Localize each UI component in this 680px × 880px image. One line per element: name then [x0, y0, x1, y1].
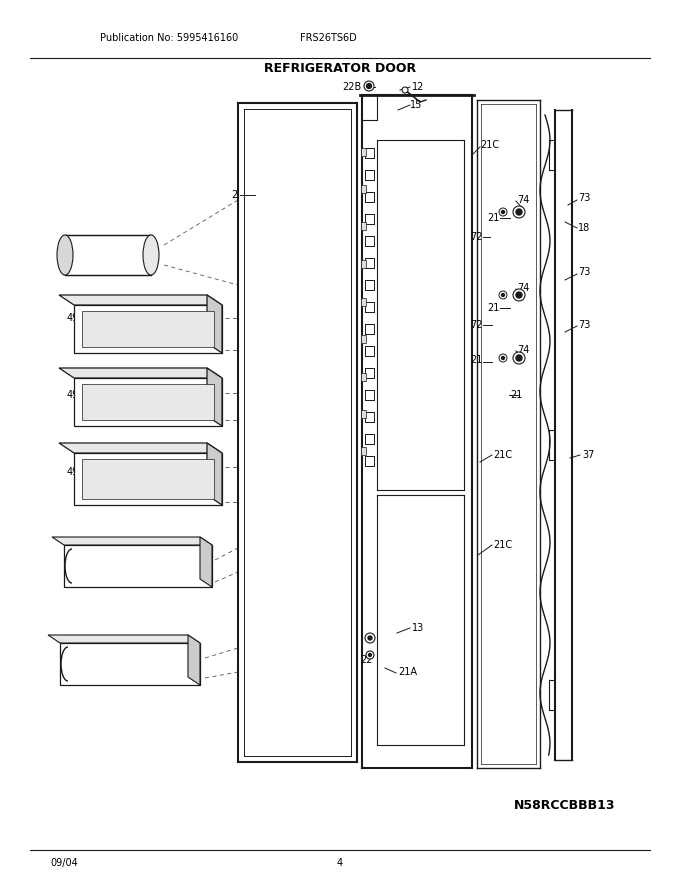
Ellipse shape	[57, 235, 73, 275]
Ellipse shape	[143, 235, 159, 275]
Polygon shape	[200, 537, 212, 587]
Text: 4: 4	[337, 858, 343, 868]
Polygon shape	[59, 295, 222, 305]
Text: 49: 49	[67, 467, 80, 477]
Text: REFRIGERATOR DOOR: REFRIGERATOR DOOR	[264, 62, 416, 75]
FancyBboxPatch shape	[65, 235, 151, 275]
Text: 74: 74	[517, 283, 529, 293]
Text: 73: 73	[578, 267, 590, 277]
Polygon shape	[60, 643, 200, 685]
Circle shape	[516, 292, 522, 298]
Polygon shape	[52, 537, 212, 545]
Text: 72: 72	[471, 232, 483, 242]
Circle shape	[367, 84, 371, 89]
Text: 73: 73	[578, 320, 590, 330]
Text: Publication No: 5995416160: Publication No: 5995416160	[100, 33, 238, 43]
Polygon shape	[207, 368, 222, 426]
Circle shape	[513, 289, 525, 301]
Circle shape	[516, 355, 522, 361]
Circle shape	[499, 354, 507, 362]
Polygon shape	[82, 311, 214, 347]
Bar	[361, 410, 366, 418]
Polygon shape	[207, 295, 222, 353]
Text: 7: 7	[68, 237, 74, 247]
Circle shape	[402, 87, 408, 93]
Text: 21A: 21A	[398, 667, 417, 677]
Bar	[361, 148, 366, 156]
Polygon shape	[48, 635, 200, 643]
Circle shape	[513, 352, 525, 364]
Text: 21: 21	[488, 213, 500, 223]
Bar	[361, 260, 366, 268]
Circle shape	[501, 356, 505, 360]
Text: 21C: 21C	[493, 540, 512, 550]
Circle shape	[366, 651, 374, 659]
Polygon shape	[74, 305, 222, 353]
Text: 72: 72	[471, 320, 483, 330]
Circle shape	[499, 208, 507, 216]
Text: N58RCCBBB13: N58RCCBBB13	[514, 798, 616, 811]
Text: 12: 12	[412, 82, 424, 92]
Circle shape	[516, 209, 522, 215]
Text: 15: 15	[410, 100, 422, 110]
Circle shape	[365, 633, 375, 643]
Bar	[361, 298, 366, 306]
Circle shape	[364, 81, 374, 91]
Polygon shape	[74, 453, 222, 505]
Text: 73: 73	[578, 193, 590, 203]
Circle shape	[501, 210, 505, 214]
Text: 13: 13	[412, 623, 424, 633]
Circle shape	[513, 206, 525, 218]
Text: 74: 74	[517, 345, 529, 355]
Text: 22: 22	[360, 655, 373, 665]
Text: 2: 2	[231, 190, 237, 200]
Text: 21: 21	[510, 390, 522, 400]
Bar	[361, 185, 366, 193]
Polygon shape	[82, 384, 214, 420]
Text: 09/04: 09/04	[50, 858, 78, 868]
Text: 37: 37	[582, 450, 594, 460]
Text: 49: 49	[67, 313, 80, 323]
Text: FRS26TS6D: FRS26TS6D	[300, 33, 357, 43]
Circle shape	[368, 636, 372, 640]
Circle shape	[499, 291, 507, 299]
Text: 74: 74	[517, 195, 529, 205]
Bar	[361, 335, 366, 343]
Polygon shape	[82, 459, 214, 499]
Bar	[361, 373, 366, 381]
Circle shape	[369, 654, 371, 656]
Bar	[361, 447, 366, 455]
Text: 4: 4	[67, 660, 73, 670]
Text: 21: 21	[471, 355, 483, 365]
Text: 49: 49	[67, 390, 80, 400]
Text: 21C: 21C	[493, 450, 512, 460]
Text: 21: 21	[488, 303, 500, 313]
Polygon shape	[188, 635, 200, 685]
Circle shape	[501, 294, 505, 297]
Polygon shape	[74, 378, 222, 426]
Bar	[361, 222, 366, 230]
Polygon shape	[64, 545, 212, 587]
Polygon shape	[207, 443, 222, 505]
Text: 21C: 21C	[480, 140, 499, 150]
Polygon shape	[59, 443, 222, 453]
Text: 4: 4	[67, 560, 73, 570]
Text: 22B: 22B	[343, 82, 362, 92]
Polygon shape	[59, 368, 222, 378]
Text: 18: 18	[578, 223, 590, 233]
